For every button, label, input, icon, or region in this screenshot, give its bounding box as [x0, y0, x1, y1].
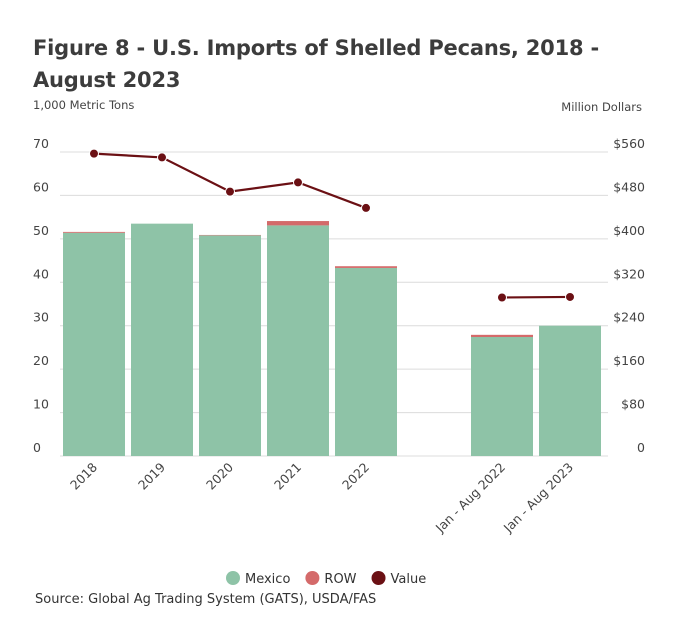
- value-line: [501, 295, 571, 299]
- bar-mexico: [539, 325, 601, 456]
- left-axis-label: 1,000 Metric Tons: [33, 98, 135, 112]
- left-tick-label: 70: [33, 136, 49, 151]
- value-point: [361, 202, 371, 213]
- x-tick-label: 2018: [67, 459, 100, 492]
- right-tick-label: $240: [613, 310, 645, 325]
- legend-label-row: ROW: [324, 572, 356, 587]
- legend-label-mexico: Mexico: [245, 572, 290, 587]
- bar-mexico: [199, 235, 261, 456]
- x-tick-label: Jan - Aug 2023: [500, 460, 576, 536]
- x-tick-label: 2019: [135, 459, 168, 492]
- chart-title: Figure 8 - U.S. Imports of Shelled Pecan…: [33, 36, 600, 92]
- bar-mexico: [335, 267, 397, 456]
- bar-mexico: [267, 225, 329, 456]
- x-tick-label: Jan - Aug 2022: [432, 460, 508, 536]
- left-tick-label: 60: [33, 179, 49, 194]
- bar-mexico: [471, 337, 533, 456]
- legend-marker-mexico: [226, 571, 240, 585]
- value-point: [157, 152, 167, 163]
- legend-marker-value: [371, 571, 386, 585]
- left-tick-label: 40: [33, 266, 49, 281]
- right-axis-label: Million Dollars: [561, 100, 642, 114]
- right-tick-label: 0: [637, 440, 645, 455]
- value-point: [293, 177, 303, 188]
- right-tick-label: $560: [613, 136, 645, 151]
- x-tick-label: 2020: [203, 459, 236, 492]
- value-point: [225, 186, 235, 197]
- right-tick-label: $480: [613, 179, 645, 194]
- bar-row: [63, 231, 125, 233]
- left-tick-label: 50: [33, 223, 49, 238]
- left-tick-label: 10: [33, 397, 49, 412]
- legend-label-value: Value: [391, 572, 427, 587]
- left-tick-label: 20: [33, 353, 49, 368]
- legend-marker-row: [305, 571, 320, 585]
- bar-row: [267, 221, 329, 226]
- bar-mexico: [63, 232, 125, 456]
- left-tick-label: 30: [33, 310, 49, 325]
- value-line: [93, 152, 367, 209]
- source-note: Source: Global Ag Trading System (GATS),…: [35, 592, 377, 607]
- bar-mexico: [131, 223, 193, 456]
- value-point: [89, 148, 99, 159]
- bar-row: [471, 334, 533, 338]
- x-tick-label: 2021: [271, 460, 304, 493]
- bar-row: [335, 266, 397, 268]
- right-tick-label: $80: [621, 397, 645, 412]
- right-tick-label: $320: [613, 266, 645, 281]
- x-tick-label: 2022: [339, 460, 372, 493]
- value-point: [497, 292, 507, 303]
- right-tick-label: $400: [613, 223, 645, 238]
- right-tick-label: $160: [613, 353, 645, 368]
- value-point: [565, 291, 575, 302]
- left-tick-label: 0: [33, 440, 41, 455]
